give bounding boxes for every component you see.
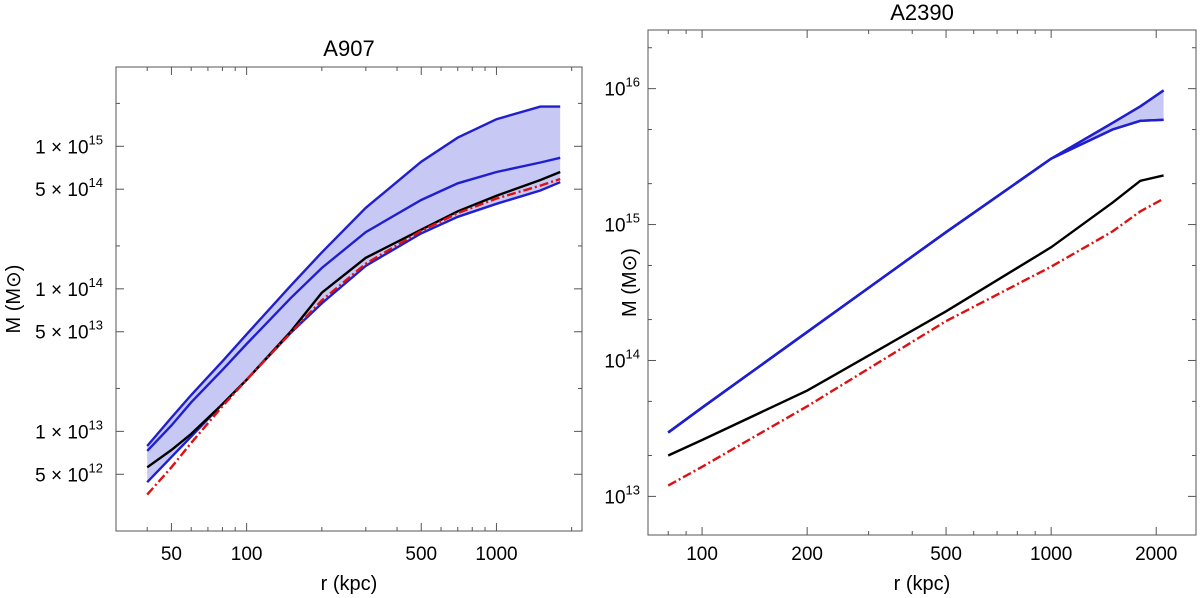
band-upper-edge	[146, 105, 561, 447]
y-tick-exponent: 14	[89, 275, 103, 290]
y-tick-exponent: 13	[626, 482, 640, 497]
y-tick-label: 1 × 1014	[35, 275, 103, 301]
x-tick-label: 100	[231, 544, 263, 565]
x-tick-label: 2000	[1135, 544, 1177, 565]
y-tick-mantissa: 5 × 10	[35, 323, 88, 344]
y-tick-mantissa: 1 × 10	[35, 422, 88, 443]
y-tick-exponent: 14	[626, 346, 640, 361]
y-axis-label: M (M⊙)	[619, 248, 641, 317]
y-tick-exponent: 15	[626, 211, 640, 226]
y-tick-exponent: 16	[626, 75, 640, 90]
x-tick-label: 1000	[1030, 544, 1072, 565]
series-line-0	[146, 156, 561, 452]
x-tick-label: 1000	[475, 544, 517, 565]
y-tick-label: 1014	[604, 346, 640, 372]
y-tick-label: 5 × 1013	[35, 318, 103, 344]
series-line-1	[667, 118, 1164, 434]
y-tick-mantissa: 10	[604, 487, 625, 508]
x-tick-label: 500	[405, 544, 437, 565]
chart-title: A2390	[890, 0, 954, 25]
y-tick-exponent: 14	[89, 175, 103, 190]
y-tick-mantissa: 10	[604, 80, 625, 101]
x-axis-label: r (kpc)	[321, 573, 378, 595]
chart-title: A907	[323, 36, 374, 61]
y-tick-exponent: 12	[89, 460, 103, 475]
x-axis-label: r (kpc)	[894, 573, 951, 595]
y-tick-exponent: 13	[89, 417, 103, 432]
uncertainty-band	[668, 90, 1164, 433]
y-tick-label: 1015	[604, 211, 640, 237]
x-tick-label: 500	[930, 544, 962, 565]
plot-frame	[115, 66, 583, 532]
y-tick-mantissa: 1 × 10	[35, 280, 88, 301]
band-lower-edge	[667, 118, 1164, 434]
chart-a2390: 100 200 500 1000 20001013101410151016A2390r …	[604, 0, 1197, 595]
y-tick-exponent: 15	[89, 132, 103, 147]
y-tick-label: 5 × 1014	[35, 175, 103, 201]
y-tick-label: 1 × 1015	[35, 132, 103, 158]
series-line-2	[146, 177, 561, 496]
x-tick-label: 50	[161, 544, 182, 565]
uncertainty-band	[147, 106, 561, 483]
y-tick-mantissa: 5 × 10	[35, 465, 88, 486]
y-tick-exponent: 13	[89, 318, 103, 333]
y-tick-mantissa: 5 × 10	[35, 180, 88, 201]
y-tick-mantissa: 10	[604, 351, 625, 372]
y-tick-label: 1 × 1013	[35, 417, 103, 443]
y-tick-label: 1016	[604, 75, 640, 101]
x-tick-label: 100	[686, 544, 718, 565]
plot-frame	[647, 29, 1197, 536]
y-tick-mantissa: 10	[604, 216, 625, 237]
y-axis-label: M (M⊙)	[3, 265, 25, 334]
series-line-3	[667, 197, 1165, 487]
y-tick-label: 1013	[604, 482, 640, 508]
band-lower-edge	[146, 181, 561, 484]
series-line-2	[667, 174, 1164, 457]
series-line-1	[146, 170, 561, 469]
x-tick-label: 200	[791, 544, 823, 565]
y-tick-label: 5 × 1012	[35, 460, 103, 486]
y-tick-mantissa: 1 × 10	[35, 137, 88, 158]
